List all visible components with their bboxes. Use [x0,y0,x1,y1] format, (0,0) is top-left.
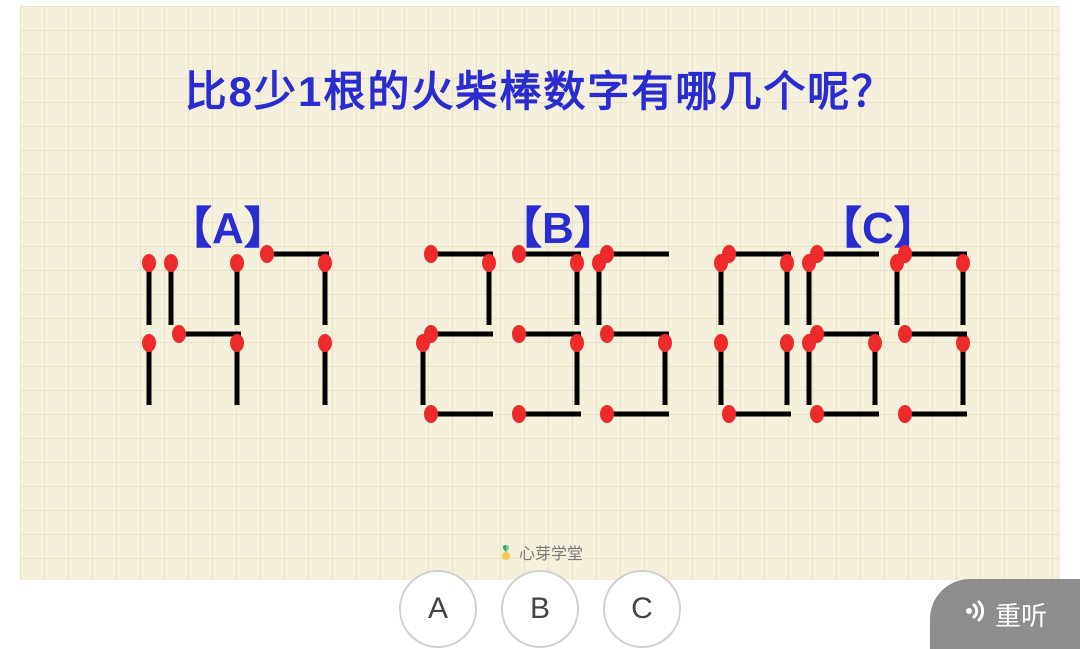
brand-text: 心芽学堂 [519,546,583,563]
segment-f [592,254,606,334]
segment-d [512,405,588,423]
matchstick-digit-2 [416,254,496,414]
matchstick-digit-4 [164,254,244,414]
segment-g [898,325,974,343]
segment-d [600,405,676,423]
segment-c [142,334,156,414]
segment-b [318,254,332,334]
segment-c [956,334,970,414]
matchstick-digit-5 [592,254,672,414]
segment-a [600,245,676,263]
sprout-icon [497,543,515,566]
segment-b [780,254,794,334]
answer-bar: A B C [0,569,1080,649]
matchstick-digit-0 [714,254,794,414]
segment-c [658,334,672,414]
segment-b [570,254,584,334]
segment-f [164,254,178,334]
segment-c [230,334,244,414]
segment-e [714,334,728,414]
segment-c [780,334,794,414]
option-figure-b [416,254,680,414]
segment-b [142,254,156,334]
segment-e [802,334,816,414]
puzzle-stage: 比8少1根的火柴棒数字有哪几个呢？ 【A】 【B】 【C】 心芽学堂 [20,6,1060,580]
segment-c [868,334,882,414]
segment-e [416,334,430,414]
segment-c [570,334,584,414]
segment-d [898,405,974,423]
matchstick-digit-3 [504,254,584,414]
segment-d [424,405,500,423]
option-figure-a [116,254,340,414]
sound-waves-icon [963,598,989,631]
question-text: 比8少1根的火柴棒数字有哪几个呢？ [20,58,1060,119]
answer-button-b[interactable]: B [501,570,579,648]
matchstick-digit-6 [802,254,882,414]
segment-b [230,254,244,334]
segment-f [802,254,816,334]
replay-label: 重听 [995,596,1047,633]
answer-button-a[interactable]: A [399,570,477,648]
brand-footer: 心芽学堂 [20,540,1060,566]
segment-f [890,254,904,334]
matchstick-digit-7 [252,254,332,414]
segment-g [424,325,500,343]
matchstick-digit-9 [890,254,970,414]
replay-button[interactable]: 重听 [930,579,1080,649]
segment-a [810,245,886,263]
segment-d [722,405,798,423]
segment-d [810,405,886,423]
answer-button-c[interactable]: C [603,570,681,648]
segment-f [714,254,728,334]
segment-b [956,254,970,334]
matchstick-digit-1 [116,254,156,414]
segment-b [482,254,496,334]
segment-c [318,334,332,414]
option-figure-c [714,254,978,414]
